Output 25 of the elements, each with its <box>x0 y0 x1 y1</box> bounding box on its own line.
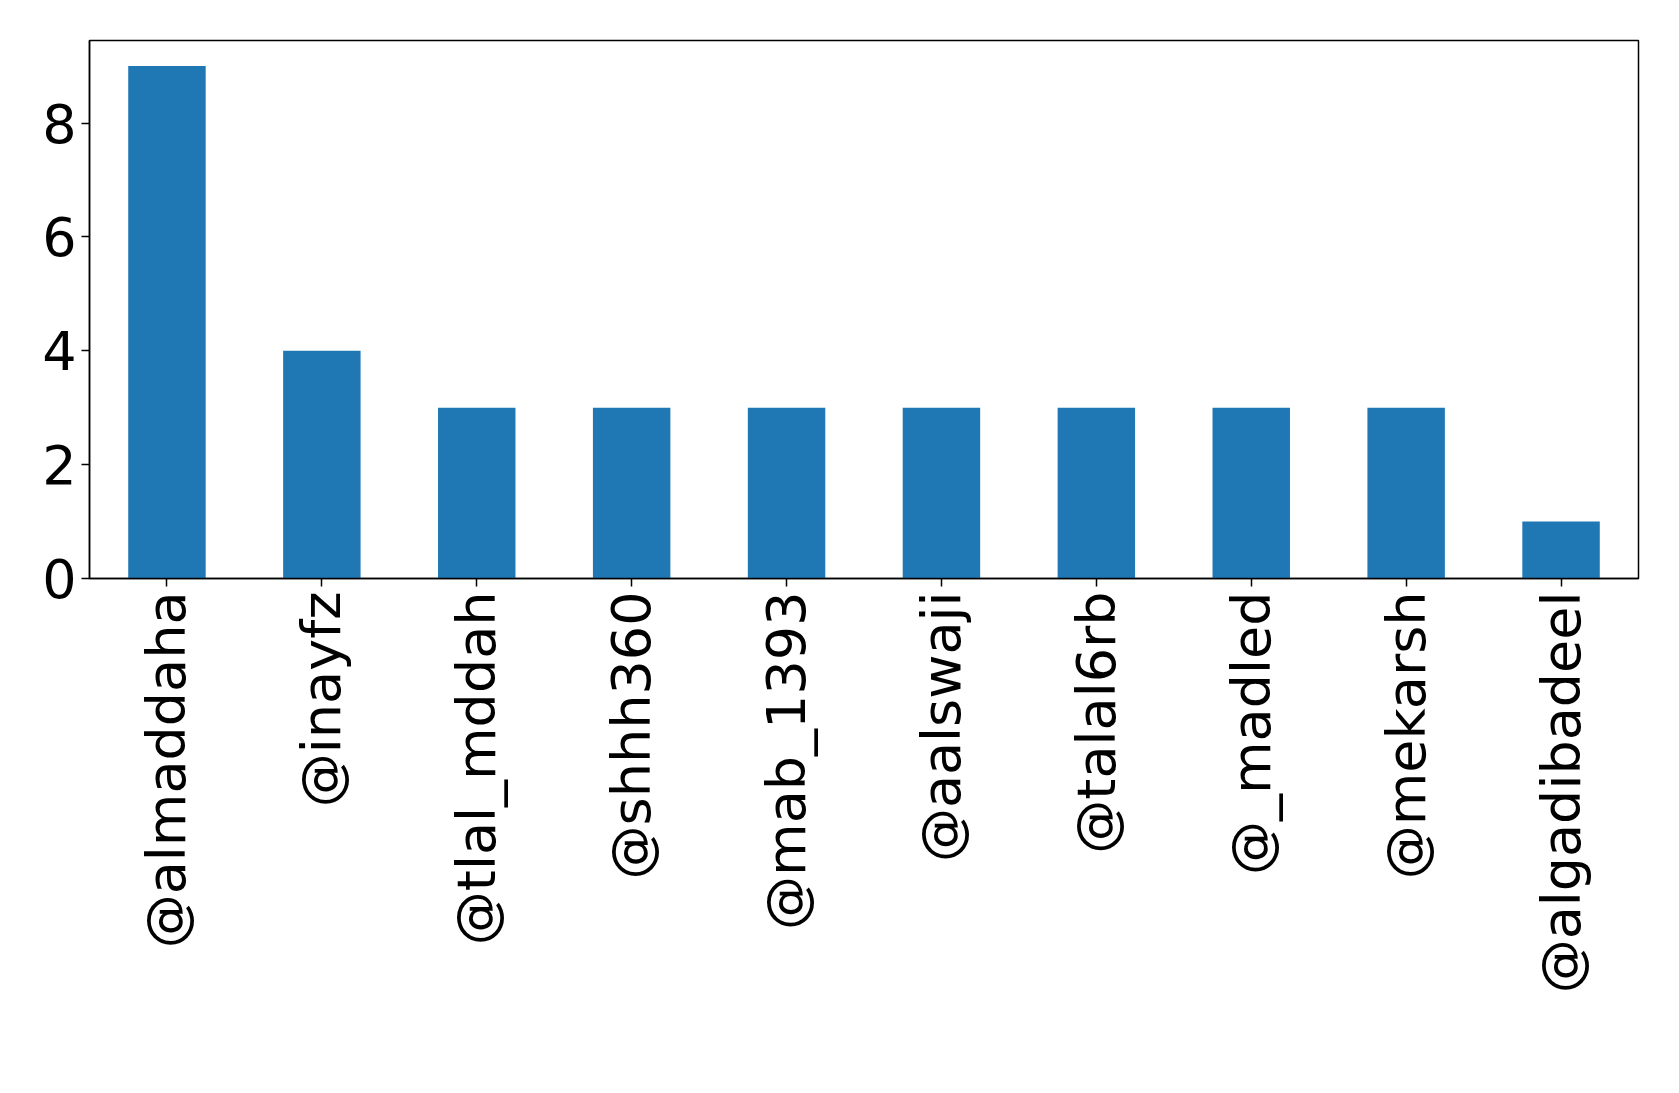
x-tick-label: @aalswaji <box>909 591 973 863</box>
bar <box>902 407 981 579</box>
bar <box>1212 407 1290 579</box>
bar <box>128 66 206 579</box>
bar <box>747 407 826 579</box>
x-tick-label: @inayfz <box>290 591 354 808</box>
y-tick-label: 6 <box>42 206 77 270</box>
x-tick-label: @almaddaha <box>135 591 199 949</box>
bar <box>1367 407 1445 579</box>
y-tick-label: 0 <box>42 548 77 611</box>
y-tick-label: 4 <box>42 320 77 384</box>
x-tick-label: @algadibadeel <box>1529 591 1593 994</box>
x-tick-label: @_madled <box>1219 591 1283 875</box>
bar <box>1522 521 1600 579</box>
x-tick-label: @mab_1393 <box>755 591 819 930</box>
y-tick-label: 2 <box>42 434 77 498</box>
y-tick-label: 8 <box>42 92 77 156</box>
bar <box>592 407 671 579</box>
x-tick-label: @talal6rb <box>1064 591 1128 854</box>
bar <box>283 350 361 579</box>
bar <box>1057 407 1136 579</box>
x-tick-label: @mekarsh <box>1374 591 1438 880</box>
bar <box>438 407 516 579</box>
x-tick-label: @tlal_mddah <box>445 591 509 946</box>
x-tick-label: @shhh360 <box>600 591 664 880</box>
